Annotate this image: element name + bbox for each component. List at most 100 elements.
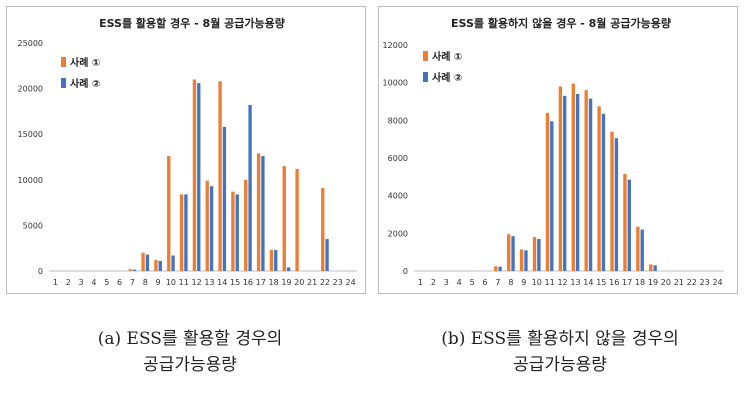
x-tick-label: 18 (268, 278, 278, 287)
x-tick-label: 9 (521, 278, 526, 287)
x-tick-label: 14 (583, 278, 593, 287)
bar-series-1 (532, 237, 537, 271)
y-tick-label: 8000 (388, 116, 408, 125)
x-tick-label: 17 (622, 278, 632, 287)
bar-series-1 (167, 156, 171, 271)
chart-title: ESS를 활용할 경우 - 8월 공급가능용량 (99, 16, 285, 30)
bar-series-2 (171, 255, 175, 271)
legend-swatch-1 (61, 57, 66, 67)
bar-series-1 (597, 106, 601, 271)
bar-series-2 (614, 138, 619, 271)
bar-series-1 (205, 180, 209, 271)
x-tick-label: 9 (156, 278, 161, 287)
bar-series-2 (222, 126, 227, 272)
legend-swatch-2 (61, 78, 66, 88)
y-tick-label: 12000 (383, 41, 408, 50)
x-tick-label: 3 (444, 278, 449, 287)
caption-a-line2: 공급가능용량 (143, 355, 237, 375)
x-tick-label: 4 (91, 278, 96, 287)
bar-series-2 (145, 254, 150, 271)
x-tick-label: 16 (609, 278, 619, 287)
bar-series-2 (498, 266, 502, 271)
x-tick-label: 11 (545, 278, 555, 287)
bar-series-1 (584, 90, 588, 271)
x-tick-label: 7 (130, 278, 135, 287)
x-tick-label: 2 (66, 278, 71, 287)
x-tick-label: 13 (570, 278, 580, 287)
bar-series-1 (507, 234, 511, 271)
y-tick-label: 4000 (388, 192, 408, 201)
bar-series-1 (558, 86, 563, 271)
bar-series-2 (575, 93, 580, 271)
chart-a-svg: ESS를 활용할 경우 - 8월 공급가능용량 0 5000 10000 15000 20… (18, 16, 357, 287)
bar-series-1 (649, 264, 653, 271)
bar-series-2 (248, 105, 252, 272)
bar-series-2 (588, 98, 593, 271)
y-tick-label: 2000 (388, 229, 408, 238)
y-tick-label: 25000 (18, 39, 43, 48)
bar-series-2 (235, 194, 239, 271)
bar-series-1 (545, 112, 550, 271)
legend-swatch-1 (423, 51, 428, 61)
x-tick-label: 24 (712, 278, 722, 287)
bar-series-1 (218, 81, 222, 271)
bar-series-1 (494, 266, 498, 271)
x-tick-label: 22 (687, 278, 697, 287)
x-tick-label: 19 (648, 278, 658, 287)
bar-series-1 (610, 131, 614, 271)
x-tick-label: 3 (79, 278, 84, 287)
x-tick-label: 15 (596, 278, 606, 287)
bar-series-2 (261, 156, 265, 271)
chart-panel-a: ESS를 활용할 경우 - 8월 공급가능용량 0 5000 10000 15000 20… (6, 6, 366, 294)
x-tick-label: 22 (320, 278, 330, 287)
x-tick-label: 14 (217, 278, 227, 287)
legend-swatch-2 (423, 72, 428, 82)
x-tick-label: 17 (256, 278, 266, 287)
x-tick-label: 6 (117, 278, 122, 287)
x-tick-label: 5 (104, 278, 109, 287)
x-tick-label: 2 (431, 278, 436, 287)
y-tick-label: 5000 (23, 221, 43, 230)
x-tick-label: 19 (281, 278, 291, 287)
x-tick-label: 10 (532, 278, 542, 287)
y-tick-label: 10000 (383, 79, 408, 88)
x-tick-label: 21 (307, 278, 317, 287)
bar-series-1 (282, 166, 286, 271)
bar-series-1 (141, 252, 145, 271)
legend-label-2: 사례 ② (70, 77, 100, 90)
bar-series-1 (192, 79, 197, 271)
x-tick-label: 24 (345, 278, 355, 287)
x-tick-label: 23 (700, 278, 710, 287)
bar-series-1 (179, 194, 184, 271)
bar-series-1 (256, 153, 261, 271)
caption-a-line1: (a) ESS를 활용할 경우의 (97, 329, 283, 349)
caption-b-line2: 공급가능용량 (513, 355, 607, 375)
bar-series-1 (636, 226, 640, 271)
bar-series-1 (269, 250, 274, 271)
legend-label-1: 사례 ① (432, 50, 462, 63)
x-tick-label: 20 (661, 278, 671, 287)
bar-series-2 (511, 236, 515, 271)
bar-series-1 (519, 249, 524, 271)
x-tick-label: 15 (230, 278, 240, 287)
x-tick-label: 8 (508, 278, 513, 287)
x-tick-label: 16 (243, 278, 253, 287)
x-tick-label: 1 (53, 278, 58, 287)
bar-series-2 (209, 186, 214, 271)
x-tick-label: 20 (294, 278, 304, 287)
bar-series-1 (321, 188, 325, 271)
bar-series-2 (524, 250, 528, 271)
caption-b: (b) ESS를 활용하지 않을 경우의 공급가능용량 (390, 326, 730, 378)
bar-series-2 (286, 267, 291, 271)
caption-a: (a) ESS를 활용할 경우의 공급가능용량 (40, 326, 340, 378)
bar-series-1 (295, 168, 299, 271)
y-tick-label: 15000 (18, 130, 43, 139)
bar-series-2 (601, 113, 606, 271)
chart-b-svg: ESS를 활용하지 않을 경우 - 8월 공급가능용량 0 2000 4000 6000… (383, 16, 724, 287)
x-tick-label: 11 (179, 278, 189, 287)
bar-series-1 (154, 260, 158, 271)
x-tick-label: 7 (495, 278, 500, 287)
x-tick-label: 1 (418, 278, 423, 287)
y-tick-label: 20000 (18, 85, 43, 94)
bar-series-2 (197, 83, 201, 272)
